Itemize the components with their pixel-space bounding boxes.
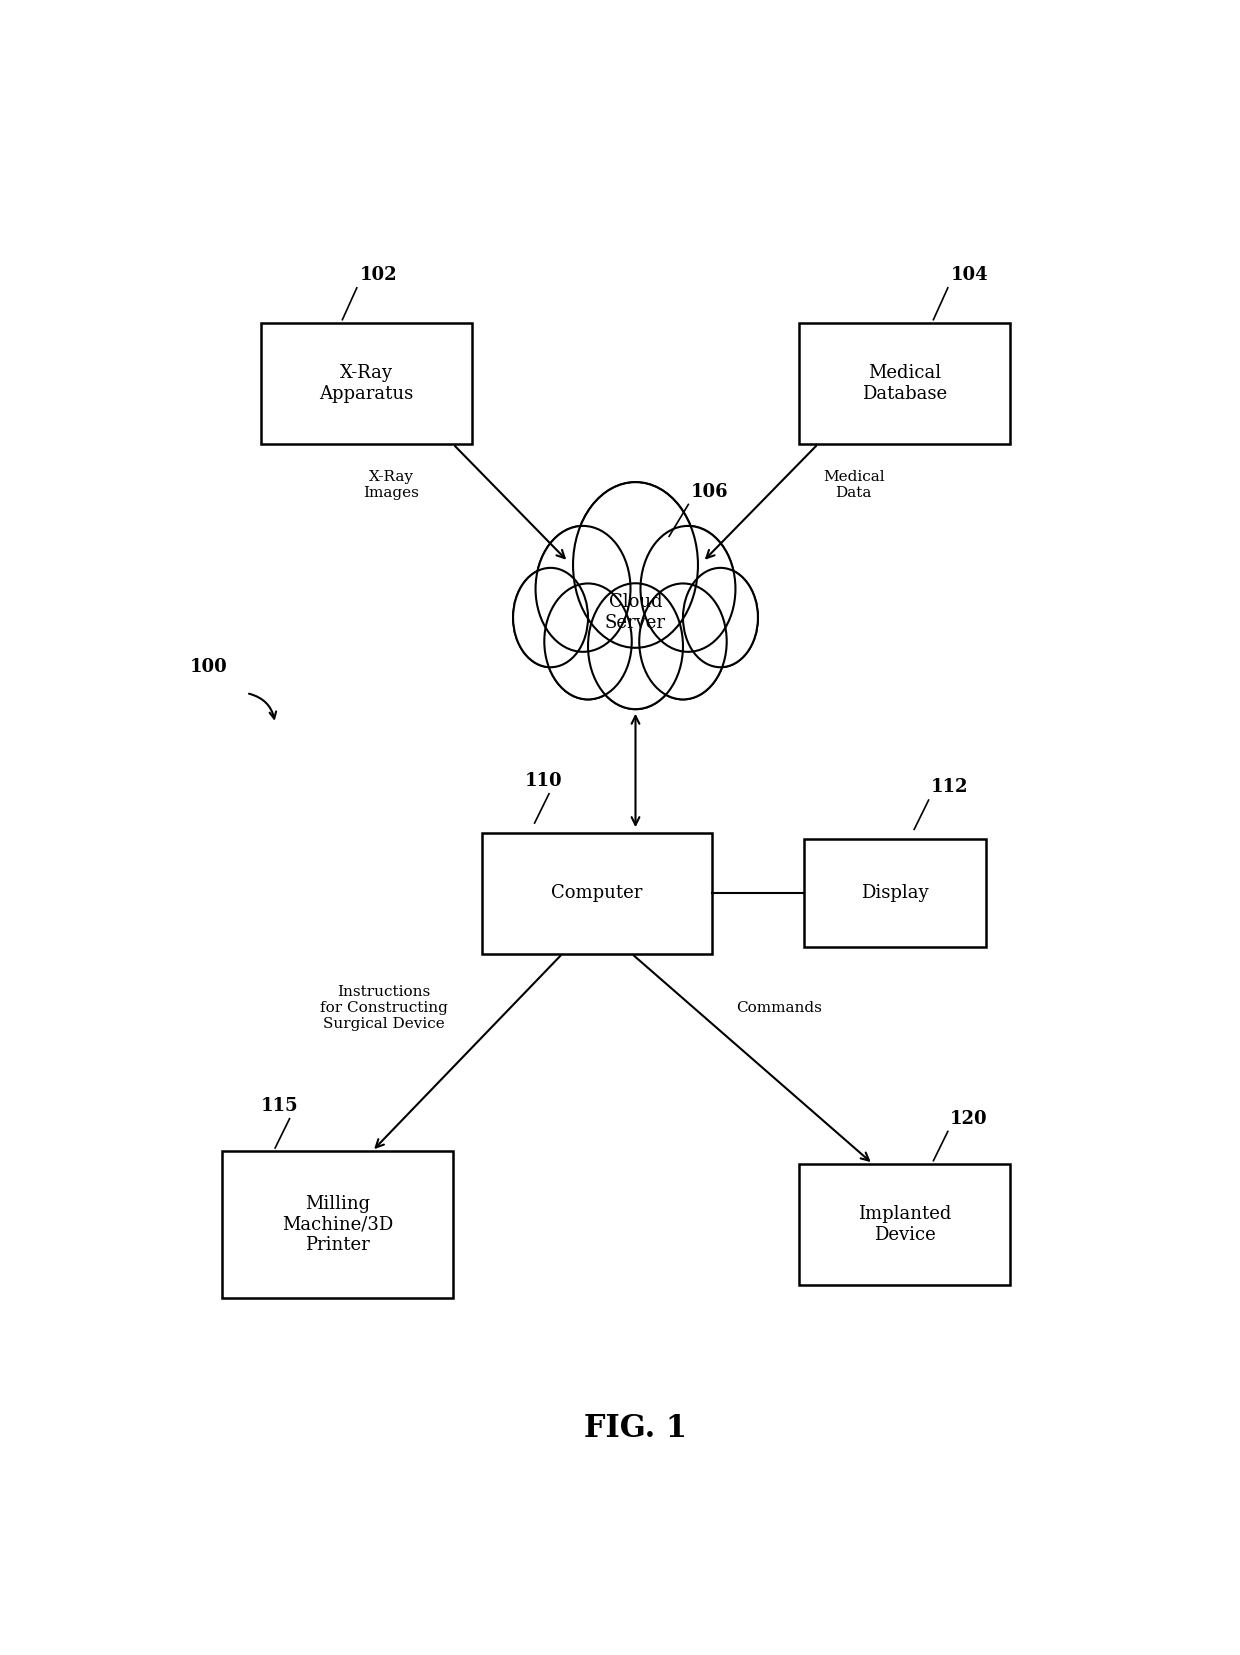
FancyBboxPatch shape <box>799 323 1011 444</box>
Circle shape <box>640 584 725 698</box>
Circle shape <box>513 569 588 667</box>
FancyBboxPatch shape <box>804 839 986 947</box>
Text: Computer: Computer <box>552 884 642 902</box>
Circle shape <box>588 583 683 710</box>
Text: 100: 100 <box>190 659 227 677</box>
Text: X-Ray
Images: X-Ray Images <box>363 470 419 500</box>
Text: 115: 115 <box>260 1097 299 1115</box>
Text: Cloud
Server: Cloud Server <box>605 594 666 632</box>
FancyBboxPatch shape <box>222 1152 453 1298</box>
Circle shape <box>683 569 758 667</box>
Text: Commands: Commands <box>737 1001 822 1015</box>
Text: 102: 102 <box>360 266 397 285</box>
FancyArrowPatch shape <box>249 693 277 718</box>
Circle shape <box>640 584 727 700</box>
Circle shape <box>589 584 682 708</box>
Text: Milling
Machine/3D
Printer: Milling Machine/3D Printer <box>281 1195 393 1254</box>
Circle shape <box>537 528 630 650</box>
Text: 110: 110 <box>525 771 563 789</box>
Text: Medical
Database: Medical Database <box>862 364 947 402</box>
FancyBboxPatch shape <box>260 323 472 444</box>
Circle shape <box>544 584 631 700</box>
Circle shape <box>683 568 758 667</box>
Text: X-Ray
Apparatus: X-Ray Apparatus <box>319 364 414 402</box>
Circle shape <box>641 526 735 652</box>
Text: 104: 104 <box>951 266 988 285</box>
Circle shape <box>573 482 698 647</box>
FancyBboxPatch shape <box>799 1163 1011 1284</box>
Circle shape <box>574 483 697 645</box>
Circle shape <box>513 568 588 667</box>
Text: Implanted
Device: Implanted Device <box>858 1205 951 1245</box>
Text: Display: Display <box>861 884 929 902</box>
Circle shape <box>546 584 631 698</box>
Text: FIG. 1: FIG. 1 <box>584 1413 687 1443</box>
FancyBboxPatch shape <box>481 832 713 953</box>
Circle shape <box>641 528 734 650</box>
Text: Medical
Data: Medical Data <box>823 470 884 500</box>
Circle shape <box>536 526 630 652</box>
Text: 120: 120 <box>950 1109 987 1127</box>
Text: 106: 106 <box>691 483 728 500</box>
Text: Instructions
for Constructing
Surgical Device: Instructions for Constructing Surgical D… <box>320 985 448 1031</box>
Text: 112: 112 <box>930 778 968 796</box>
